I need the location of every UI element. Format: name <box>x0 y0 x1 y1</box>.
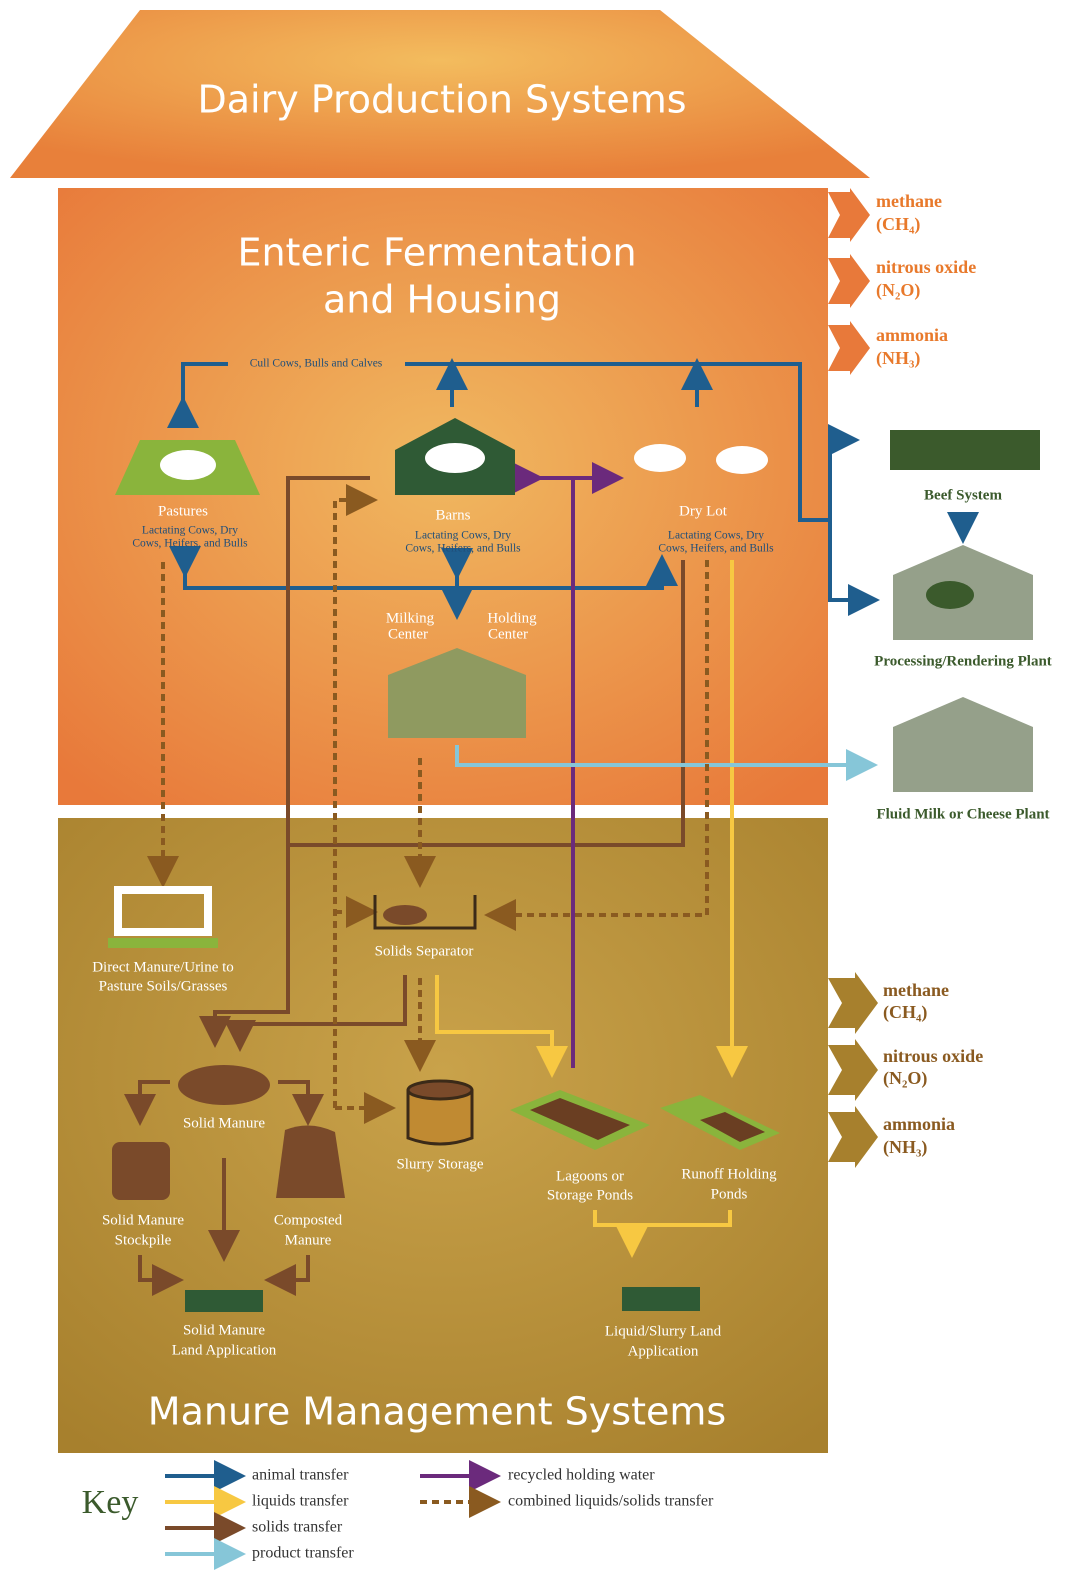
diagram: Dairy Production Systems Enteric Ferment… <box>0 0 1086 1572</box>
meat-icon <box>926 581 974 609</box>
emission-name: methane <box>883 980 949 1000</box>
slurry-top-icon <box>408 1081 472 1099</box>
node-label: Lagoons or <box>556 1168 624 1184</box>
title: Dairy Production Systems <box>197 78 686 122</box>
node-label: Manure <box>285 1232 332 1248</box>
crop-icon <box>622 1287 700 1311</box>
emission-formula: (N₂O) <box>876 280 920 301</box>
cow-icon <box>716 446 768 474</box>
emission-arrow <box>828 972 878 1034</box>
key-label: product transfer <box>252 1545 354 1562</box>
crop-icon <box>185 1290 263 1312</box>
node-label: Solid Manure <box>183 1322 265 1338</box>
node-label: Pasture Soils/Grasses <box>99 978 228 994</box>
key-title: Key <box>82 1484 139 1521</box>
solid-manure-icon <box>178 1065 270 1105</box>
node-label: Ponds <box>711 1186 748 1202</box>
emission-formula: (N₂O) <box>883 1068 927 1089</box>
node-detail: Lactating Cows, Dry <box>668 530 764 542</box>
node-detail: Cows, Heifers, and Bulls <box>132 538 248 550</box>
key-label: recycled holding water <box>508 1467 655 1484</box>
node-detail: Cows, Heifers, and Bulls <box>405 543 521 555</box>
node-label: Storage Ponds <box>547 1187 633 1203</box>
cow-icon <box>160 450 216 480</box>
emission-formula: (CH₄) <box>876 214 920 235</box>
node-label: Center <box>388 626 428 642</box>
node-label: Composted <box>274 1212 343 1228</box>
cow-icon <box>634 444 686 472</box>
section-title: and Housing <box>323 278 561 322</box>
node-label: Pastures <box>158 503 208 519</box>
node-label: Dry Lot <box>679 503 728 519</box>
beef-system-icon <box>890 430 1040 470</box>
node-label: Slurry Storage <box>396 1156 483 1172</box>
milk-plant-icon <box>893 697 1033 792</box>
node-label: Stockpile <box>115 1232 172 1248</box>
emission-formula: (CH₄) <box>883 1002 927 1023</box>
node-detail: Lactating Cows, Dry <box>415 530 511 542</box>
flow-label: Cull Cows, Bulls and Calves <box>250 358 383 370</box>
emission-arrow <box>828 188 870 242</box>
emission-name: ammonia <box>876 325 948 345</box>
emission-name: ammonia <box>883 1114 955 1134</box>
emission-formula: (NH₃) <box>883 1137 927 1158</box>
emission-arrow <box>828 321 870 375</box>
node-label: Milking <box>386 610 435 626</box>
node-label: Application <box>628 1343 699 1359</box>
grass-icon <box>108 938 218 948</box>
node-label: Barns <box>436 507 471 523</box>
node-detail: Cows, Heifers, and Bulls <box>658 543 774 555</box>
emission-arrow <box>828 1039 878 1101</box>
node-label: Liquid/Slurry Land <box>605 1323 722 1339</box>
section-title: Enteric Fermentation <box>237 231 636 275</box>
cow-icon <box>425 443 485 473</box>
node-detail: Lactating Cows, Dry <box>142 525 238 537</box>
node-label: Direct Manure/Urine to <box>92 959 234 975</box>
node-label: Holding <box>487 610 537 626</box>
page: Dairy Production Systems Enteric Ferment… <box>0 0 1086 1572</box>
node-label: Processing/Rendering Plant <box>874 653 1052 669</box>
emission-arrows <box>828 188 878 1168</box>
key-label: animal transfer <box>252 1467 349 1484</box>
emission-arrow <box>828 1106 878 1168</box>
emission-name: nitrous oxide <box>876 257 976 277</box>
manure-icon <box>383 905 427 925</box>
node-label: Solid Manure <box>183 1115 265 1131</box>
emission-name: nitrous oxide <box>883 1046 983 1066</box>
animal-flow <box>830 520 868 600</box>
stockpile-icon <box>112 1142 170 1200</box>
compost-icon <box>276 1125 345 1198</box>
node-label: Beef System <box>924 487 1002 503</box>
node-label: Solid Manure <box>102 1212 184 1228</box>
section-title: Manure Management Systems <box>148 1390 726 1434</box>
node-label: Center <box>488 626 528 642</box>
node-label: Land Application <box>172 1342 277 1358</box>
emission-formula: (NH₃) <box>876 348 920 369</box>
key-label: combined liquids/solids transfer <box>508 1493 714 1510</box>
node-label: Runoff Holding <box>681 1166 777 1182</box>
node-label: Solids Separator <box>375 943 474 959</box>
key-label: liquids transfer <box>252 1493 349 1510</box>
emission-arrow <box>828 254 870 308</box>
key: Key animal transfer liquids transfer sol… <box>82 1467 714 1562</box>
emission-name: methane <box>876 191 942 211</box>
key-label: solids transfer <box>252 1519 343 1536</box>
node-label: Fluid Milk or Cheese Plant <box>876 806 1049 822</box>
